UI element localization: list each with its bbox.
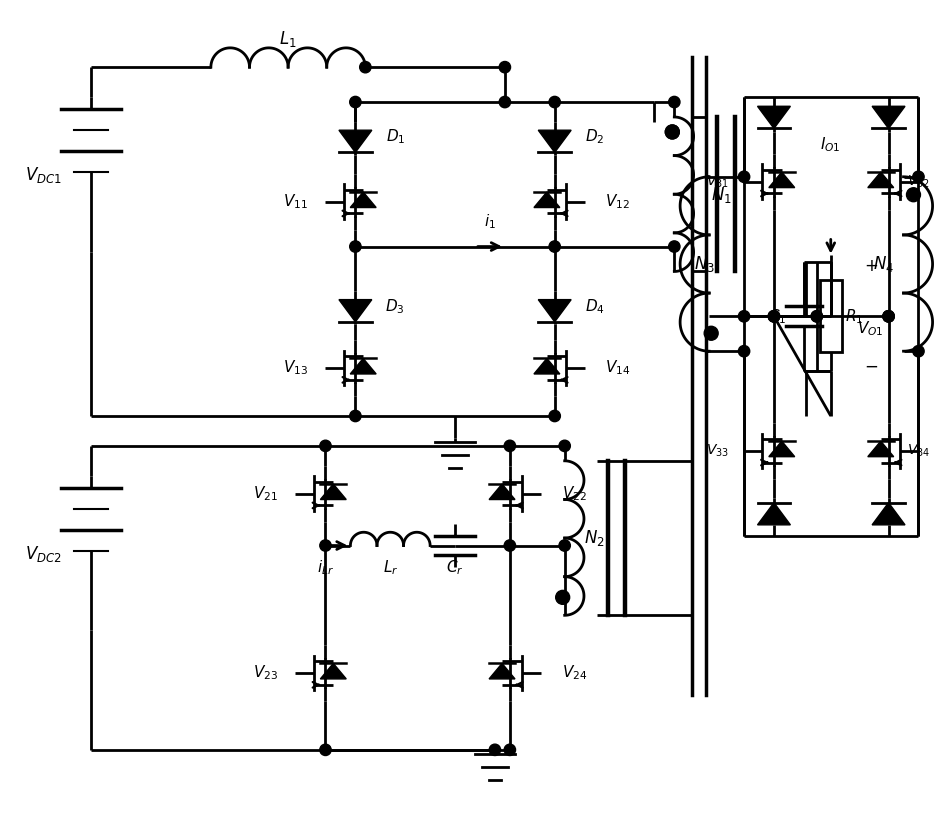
Polygon shape: [538, 299, 571, 322]
Circle shape: [549, 241, 561, 252]
Circle shape: [883, 311, 894, 322]
Text: $N_4$: $N_4$: [873, 255, 894, 274]
Circle shape: [668, 241, 680, 252]
Polygon shape: [350, 358, 376, 374]
Circle shape: [490, 744, 501, 756]
Polygon shape: [490, 663, 515, 679]
Text: $V_{32}$: $V_{32}$: [907, 174, 929, 190]
Circle shape: [350, 96, 361, 108]
Circle shape: [505, 540, 516, 552]
Circle shape: [668, 96, 680, 108]
Circle shape: [320, 744, 331, 756]
Text: $D_4$: $D_4$: [585, 297, 605, 316]
Text: $D_2$: $D_2$: [585, 127, 605, 146]
Text: $V_{12}$: $V_{12}$: [605, 193, 630, 211]
Circle shape: [665, 125, 680, 139]
Circle shape: [739, 171, 750, 183]
Circle shape: [350, 241, 361, 252]
Polygon shape: [490, 484, 515, 499]
Text: $V_{13}$: $V_{13}$: [283, 359, 308, 378]
Polygon shape: [757, 106, 790, 128]
Polygon shape: [320, 484, 346, 499]
Text: $V_{DC1}$: $V_{DC1}$: [25, 165, 62, 184]
Text: $+$: $+$: [864, 258, 878, 275]
Polygon shape: [534, 358, 560, 374]
Circle shape: [768, 311, 780, 322]
Circle shape: [359, 61, 371, 73]
Text: $V_{23}$: $V_{23}$: [253, 663, 278, 682]
Polygon shape: [868, 441, 894, 457]
Polygon shape: [350, 192, 376, 207]
Circle shape: [913, 345, 924, 357]
Polygon shape: [538, 131, 571, 153]
Text: $C_r$: $C_r$: [446, 558, 464, 577]
Circle shape: [505, 744, 516, 756]
Polygon shape: [757, 503, 790, 525]
Polygon shape: [339, 131, 372, 153]
Text: $V_{31}$: $V_{31}$: [706, 174, 728, 190]
Text: $V_{14}$: $V_{14}$: [605, 359, 630, 378]
Circle shape: [665, 125, 680, 139]
Circle shape: [913, 171, 924, 183]
Circle shape: [499, 61, 510, 73]
Text: $V_{24}$: $V_{24}$: [562, 663, 587, 682]
Text: $V_{11}$: $V_{11}$: [283, 193, 308, 211]
Circle shape: [883, 311, 894, 322]
Text: $C_1$: $C_1$: [768, 307, 786, 326]
Circle shape: [812, 311, 823, 322]
Text: $L_r$: $L_r$: [383, 558, 398, 577]
Polygon shape: [320, 663, 346, 679]
Circle shape: [768, 311, 780, 322]
Polygon shape: [872, 106, 905, 128]
Text: $V_{21}$: $V_{21}$: [254, 485, 278, 503]
Circle shape: [704, 326, 718, 340]
Text: $D_3$: $D_3$: [386, 297, 405, 316]
Text: $D_1$: $D_1$: [386, 127, 405, 146]
Circle shape: [556, 591, 570, 605]
Bar: [820, 281, 841, 353]
Circle shape: [883, 311, 894, 322]
Circle shape: [505, 440, 516, 451]
Text: $N_1$: $N_1$: [710, 184, 732, 205]
Text: $i_1$: $i_1$: [484, 212, 496, 231]
Text: $V_{33}$: $V_{33}$: [706, 442, 728, 459]
Circle shape: [350, 410, 361, 422]
Text: $V_{O1}$: $V_{O1}$: [857, 319, 884, 338]
Text: $V_{34}$: $V_{34}$: [907, 442, 930, 459]
Text: $V_{22}$: $V_{22}$: [563, 485, 587, 503]
Text: $L_1$: $L_1$: [279, 29, 297, 49]
Circle shape: [559, 440, 570, 451]
Circle shape: [320, 440, 331, 451]
Circle shape: [739, 311, 750, 322]
Polygon shape: [872, 503, 905, 525]
Text: $V_{DC2}$: $V_{DC2}$: [25, 543, 62, 564]
Polygon shape: [768, 441, 795, 457]
Polygon shape: [868, 172, 894, 188]
Circle shape: [549, 410, 561, 422]
Polygon shape: [339, 299, 372, 322]
Circle shape: [768, 311, 780, 322]
Circle shape: [320, 540, 331, 552]
Circle shape: [499, 96, 510, 108]
Text: $R_1$: $R_1$: [844, 307, 863, 326]
Circle shape: [812, 311, 823, 322]
Circle shape: [906, 188, 920, 202]
Text: $N_3$: $N_3$: [694, 255, 715, 274]
Circle shape: [739, 345, 750, 357]
Circle shape: [549, 96, 561, 108]
Text: $N_2$: $N_2$: [584, 528, 605, 548]
Polygon shape: [534, 192, 560, 207]
Text: $I_{O1}$: $I_{O1}$: [821, 135, 841, 154]
Text: $i_{Lr}$: $i_{Lr}$: [317, 558, 334, 577]
Text: $-$: $-$: [864, 357, 878, 375]
Polygon shape: [768, 172, 795, 188]
Circle shape: [559, 540, 570, 552]
